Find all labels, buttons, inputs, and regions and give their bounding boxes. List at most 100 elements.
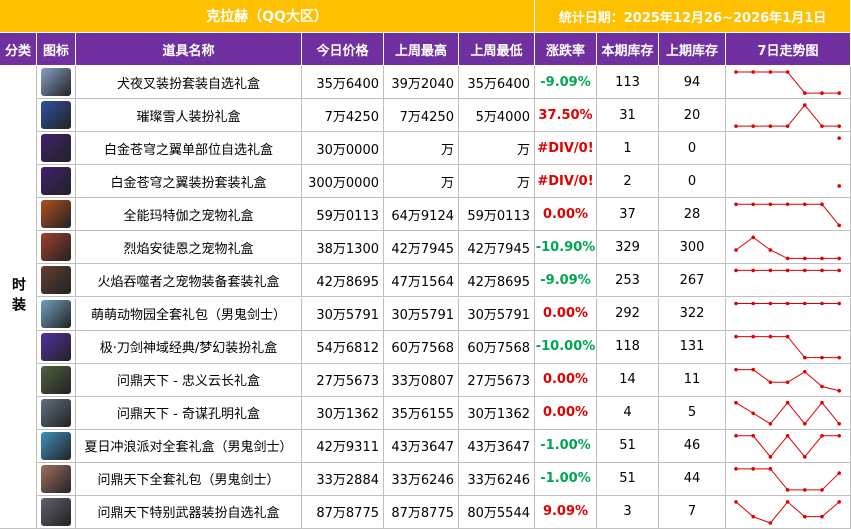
price: 7万4250: [302, 99, 384, 133]
icon: [37, 264, 76, 298]
icon-image: [41, 101, 71, 130]
item-name: 全能玛特伽之宠物礼盒: [76, 198, 302, 232]
price: 30万1362: [302, 396, 384, 430]
icon-image: [41, 299, 71, 328]
stock-now: 118: [597, 330, 659, 364]
stock-now: 4: [597, 396, 659, 430]
date: 统计日期：2025年12月26~2026年1月1日: [535, 0, 851, 33]
price: 54万6812: [302, 330, 384, 364]
change: -1.00%: [535, 429, 597, 463]
stock-prev: 131: [659, 330, 726, 364]
week-high: 60万7568: [384, 330, 459, 364]
item-name: 璀璨雪人装扮礼盒: [76, 99, 302, 133]
week-high: 7万4250: [384, 99, 459, 133]
trend-line: [736, 434, 840, 458]
price: 300万0000: [302, 165, 384, 199]
trend-line: [735, 401, 840, 425]
icon: [37, 66, 76, 100]
trend-line: [735, 501, 840, 524]
item-name: 萌萌动物园全套礼包（男鬼剑士）: [76, 297, 302, 331]
icon-image: [41, 464, 71, 493]
change: -9.09%: [535, 66, 597, 100]
item-name: 白金苍穹之翼单部位自选礼盒: [76, 132, 302, 166]
trend-line: [735, 236, 840, 259]
week-high: 39万2040: [384, 66, 459, 100]
icon-image: [41, 167, 71, 196]
icon-image: [41, 431, 71, 460]
stock-now: 31: [597, 99, 659, 133]
stock-prev: 44: [659, 462, 726, 496]
price: 30万5791: [302, 297, 384, 331]
stock-now: 37: [597, 198, 659, 232]
icon: [37, 198, 76, 232]
stock-now: 292: [597, 297, 659, 331]
stock-prev: 20: [659, 99, 726, 133]
column-header: 图标: [37, 33, 76, 66]
week-low: 42万8695: [459, 264, 535, 298]
change: #DIV/0!: [535, 132, 597, 166]
price: 87万8775: [302, 495, 384, 529]
stock-prev: 267: [659, 264, 726, 298]
week-low: 万: [459, 132, 535, 166]
week-low: 33万6246: [459, 462, 535, 496]
week-low: 30万1362: [459, 396, 535, 430]
change: 0.00%: [535, 363, 597, 397]
price: 42万8695: [302, 264, 384, 298]
week-high: 42万7945: [384, 231, 459, 265]
change: -9.09%: [535, 264, 597, 298]
stock-prev: 0: [659, 165, 726, 199]
title: 克拉赫（QQ大区）: [0, 0, 535, 33]
icon: [37, 297, 76, 331]
stock-prev: 300: [659, 231, 726, 265]
price: 38万1300: [302, 231, 384, 265]
stock-now: 253: [597, 264, 659, 298]
icon-image: [41, 398, 71, 427]
item-name: 问鼎天下特别武器装扮自选礼盒: [76, 495, 302, 529]
icon-image: [41, 68, 71, 97]
change: 37.50%: [535, 99, 597, 133]
item-name: 烈焰安徒恩之宠物礼盒: [76, 231, 302, 265]
change: 0.00%: [535, 198, 597, 232]
trend-point: [837, 184, 841, 188]
item-name: 问鼎天下 - 忠义云长礼盒: [76, 363, 302, 397]
column-header: 分类: [0, 33, 37, 66]
week-high: 33万0807: [384, 363, 459, 397]
stock-now: 1: [597, 132, 659, 166]
column-header: 道具名称: [76, 33, 302, 66]
item-name: 夏日冲浪派对全套礼盒（男鬼剑士）: [76, 429, 302, 463]
column-header: 上周最低: [459, 33, 535, 66]
stock-prev: 322: [659, 297, 726, 331]
column-header: 本期库存: [597, 33, 659, 66]
trend-line: [736, 336, 840, 359]
week-high: 43万3647: [384, 429, 459, 463]
week-low: 80万5544: [459, 495, 535, 529]
price: 33万2884: [302, 462, 384, 496]
week-low: 27万5673: [459, 363, 535, 397]
stock-prev: 28: [659, 198, 726, 232]
item-name: 极·刀剑神域经典/梦幻装扮礼盒: [76, 330, 302, 364]
column-header: 上期库存: [659, 33, 726, 66]
icon: [37, 462, 76, 496]
icon: [37, 363, 76, 397]
week-high: 33万6246: [384, 462, 459, 496]
week-high: 87万8775: [384, 495, 459, 529]
trend-point: [837, 136, 841, 140]
column-header: 上周最高: [384, 33, 459, 66]
item-name: 问鼎天下全套礼包（男鬼剑士）: [76, 462, 302, 496]
week-high: 47万1564: [384, 264, 459, 298]
column-header: 今日价格: [302, 33, 384, 66]
week-low: 万: [459, 165, 535, 199]
week-high: 35万6155: [384, 396, 459, 430]
price: 42万9311: [302, 429, 384, 463]
stock-prev: 7: [659, 495, 726, 529]
icon-image: [41, 332, 71, 361]
icon: [37, 396, 76, 430]
stock-prev: 11: [659, 363, 726, 397]
icon-image: [41, 365, 71, 394]
week-low: 5万4000: [459, 99, 535, 133]
icon: [37, 99, 76, 133]
trend-line: [736, 468, 840, 491]
change: 0.00%: [535, 297, 597, 331]
week-high: 万: [384, 165, 459, 199]
icon: [37, 429, 76, 463]
